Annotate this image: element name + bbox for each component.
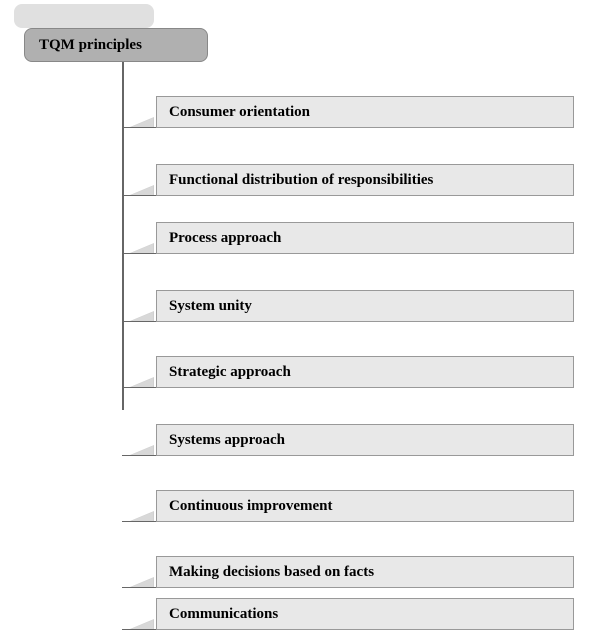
principle-row: Continuous improvement [122,490,574,522]
connector-line [122,253,156,254]
principle-box: System unity [156,290,574,322]
connector-line [122,387,156,388]
principle-label: Consumer orientation [169,104,310,121]
principle-label: Continuous improvement [169,498,333,515]
connector-line [122,455,156,456]
connector-line [122,195,156,196]
arrow-icon [130,511,154,521]
principle-box: Functional distribution of responsibilit… [156,164,574,196]
principle-row: Functional distribution of responsibilit… [122,164,574,196]
arrow-icon [130,311,154,321]
principle-label: Functional distribution of responsibilit… [169,172,433,189]
principle-label: Strategic approach [169,364,291,381]
principle-row: Making decisions based on facts [122,556,574,588]
principle-box: Process approach [156,222,574,254]
principle-row: Strategic approach [122,356,574,388]
principle-label: Systems approach [169,432,285,449]
arrow-icon [130,445,154,455]
principle-label: Communications [169,606,278,623]
principle-label: Making decisions based on facts [169,564,374,581]
connector-line [122,521,156,522]
header-tab [14,4,154,28]
arrow-icon [130,185,154,195]
arrow-icon [130,117,154,127]
arrow-icon [130,243,154,253]
principle-box: Continuous improvement [156,490,574,522]
principle-row: Process approach [122,222,574,254]
arrow-icon [130,577,154,587]
principle-box: Communications [156,598,574,630]
diagram-title: TQM principles [24,28,208,62]
principle-row: Communications [122,598,574,630]
title-label: TQM principles [39,37,142,54]
principle-label: System unity [169,298,252,315]
principle-row: Systems approach [122,424,574,456]
principle-row: System unity [122,290,574,322]
principle-box: Consumer orientation [156,96,574,128]
connector-line [122,587,156,588]
arrow-icon [130,377,154,387]
principle-box: Making decisions based on facts [156,556,574,588]
principle-label: Process approach [169,230,281,247]
principle-row: Consumer orientation [122,96,574,128]
connector-line [122,127,156,128]
connector-line [122,321,156,322]
principle-box: Systems approach [156,424,574,456]
principle-box: Strategic approach [156,356,574,388]
